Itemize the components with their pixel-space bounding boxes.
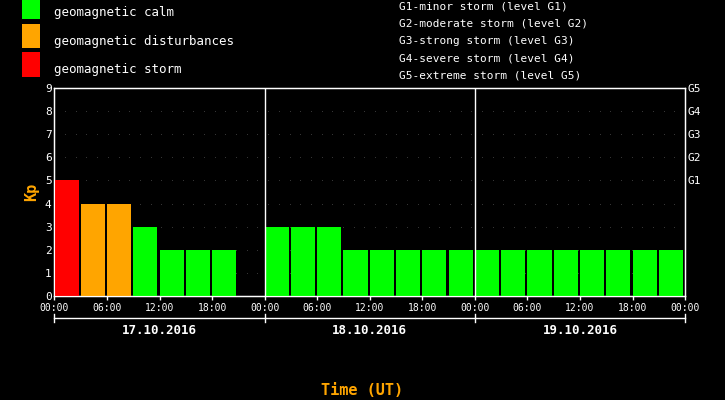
Text: 17.10.2016: 17.10.2016 xyxy=(122,324,197,336)
Bar xyxy=(80,204,105,296)
Text: G5-extreme storm (level G5): G5-extreme storm (level G5) xyxy=(399,70,581,80)
Text: 18.10.2016: 18.10.2016 xyxy=(332,324,407,336)
Text: G2-moderate storm (level G2): G2-moderate storm (level G2) xyxy=(399,19,588,29)
Bar xyxy=(527,250,552,296)
Bar xyxy=(107,204,131,296)
Y-axis label: Kp: Kp xyxy=(25,183,39,201)
Bar xyxy=(133,227,157,296)
Bar xyxy=(22,0,40,19)
Bar xyxy=(632,250,657,296)
Text: G3-strong storm (level G3): G3-strong storm (level G3) xyxy=(399,36,574,46)
Bar xyxy=(22,52,40,76)
Bar xyxy=(475,250,499,296)
Text: geomagnetic disturbances: geomagnetic disturbances xyxy=(54,35,234,48)
Bar xyxy=(501,250,526,296)
Bar xyxy=(396,250,420,296)
Bar xyxy=(554,250,578,296)
Bar xyxy=(659,250,683,296)
Bar xyxy=(160,250,183,296)
Bar xyxy=(580,250,604,296)
Text: geomagnetic storm: geomagnetic storm xyxy=(54,63,182,76)
Bar xyxy=(22,24,40,48)
Text: 19.10.2016: 19.10.2016 xyxy=(542,324,618,336)
Text: Time (UT): Time (UT) xyxy=(321,383,404,398)
Bar xyxy=(186,250,210,296)
Bar xyxy=(291,227,315,296)
Bar xyxy=(449,250,473,296)
Bar xyxy=(317,227,341,296)
Text: G1-minor storm (level G1): G1-minor storm (level G1) xyxy=(399,2,568,12)
Bar xyxy=(54,180,78,296)
Bar xyxy=(370,250,394,296)
Bar xyxy=(606,250,631,296)
Bar xyxy=(212,250,236,296)
Bar xyxy=(422,250,447,296)
Bar xyxy=(344,250,368,296)
Bar xyxy=(265,227,289,296)
Text: G4-severe storm (level G4): G4-severe storm (level G4) xyxy=(399,53,574,63)
Text: geomagnetic calm: geomagnetic calm xyxy=(54,6,175,19)
